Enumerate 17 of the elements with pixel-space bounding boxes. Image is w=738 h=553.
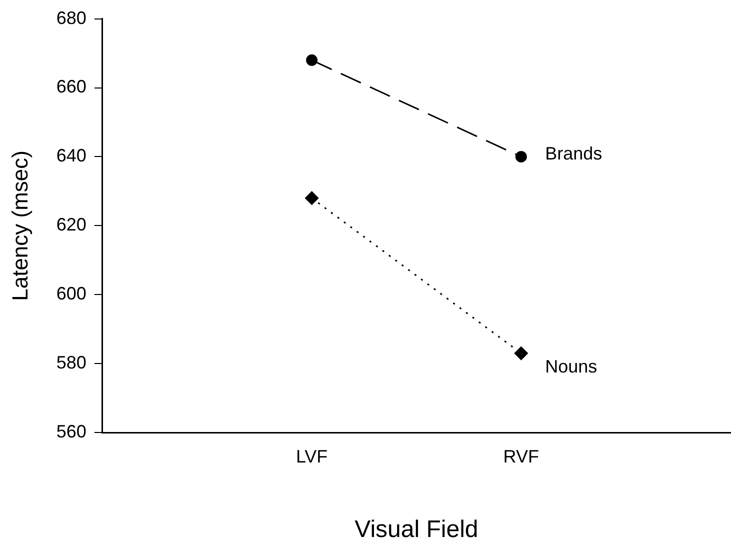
point	[305, 191, 319, 205]
point	[515, 150, 527, 162]
y-tick-label: 560	[56, 422, 86, 442]
x-tick-label: LVF	[296, 446, 328, 466]
series-label: Nouns	[545, 356, 598, 376]
x-tick-label: RVF	[503, 446, 539, 466]
x-axis-title: Visual Field	[354, 516, 478, 544]
y-tick-label: 680	[56, 8, 86, 28]
point	[306, 54, 318, 66]
series-label: Brands	[545, 144, 602, 164]
point	[514, 346, 528, 360]
y-tick-label: 660	[56, 76, 86, 97]
y-tick-label: 640	[56, 146, 86, 166]
y-tick-label: 580	[56, 352, 86, 373]
y-axis-title: Latency (msec)	[7, 150, 32, 301]
y-tick-label: 600	[56, 284, 86, 304]
y-tick-label: 620	[56, 214, 86, 235]
